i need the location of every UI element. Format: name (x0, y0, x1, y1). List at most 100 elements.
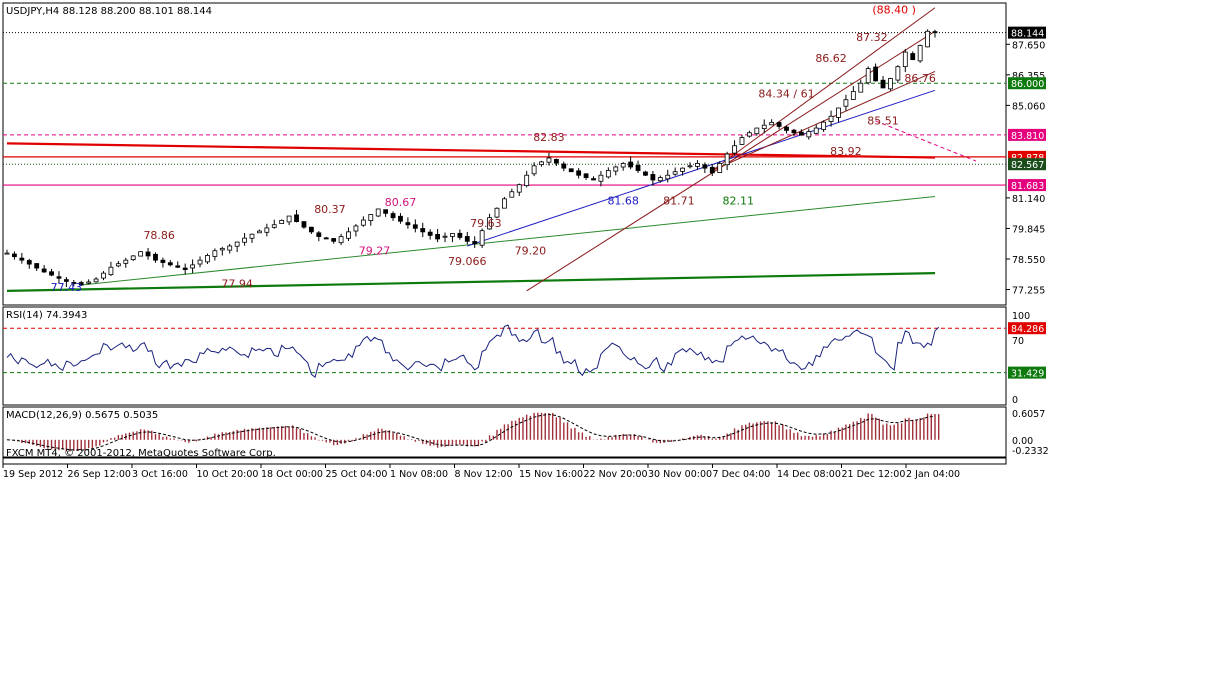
time-axis-label: 1 Nov 08:00 (390, 469, 448, 480)
candle-body (880, 79, 886, 89)
candle-body (568, 168, 574, 173)
candle-body (212, 250, 218, 257)
candle-body (531, 165, 537, 175)
candle-body (576, 170, 582, 176)
candle-body (635, 164, 641, 171)
candle-body (717, 163, 723, 173)
price-annotation: 84.34 / 61 (758, 87, 814, 100)
time-axis-label: 7 Dec 04:00 (713, 469, 771, 480)
candle-body (821, 121, 827, 130)
candle-body (197, 259, 203, 265)
price-axis-label: 81.140 (1012, 194, 1045, 205)
time-axis-label: 21 Dec 12:00 (842, 469, 906, 480)
annotations: (88.40 ) 87.32 86.62 86.76 84.34 / 61 85.51 83… (51, 4, 936, 294)
time-axis: 19 Sep 2012 26 Sep 12:00 3 Oct 16:00 10 Oct… (2, 464, 960, 480)
candle-body (791, 129, 797, 134)
price-level-badge (1008, 77, 1046, 90)
candle-body (138, 251, 144, 257)
price-annotation: (88.40 ) (872, 4, 916, 17)
candle-body (346, 231, 351, 239)
price-annotation: 81.68 (607, 195, 639, 208)
candle-body (286, 215, 292, 223)
candle-body (798, 131, 804, 136)
trend-line (81, 195, 936, 286)
candle-body (338, 236, 344, 244)
candle-body (427, 231, 433, 236)
price-annotation: 87.32 (856, 31, 888, 44)
price-axis-label: 85.060 (1012, 101, 1045, 112)
time-axis-label: 19 Sep 2012 (3, 469, 63, 480)
candle-body (249, 233, 255, 239)
candle-body (687, 165, 693, 168)
candle-body (257, 230, 262, 234)
candle-body (591, 178, 596, 181)
price-level-label: 81.683 (1011, 181, 1044, 192)
candle-body (643, 171, 648, 176)
price-annotation: 80.37 (314, 203, 346, 216)
candle-body (583, 173, 589, 178)
candle-body (479, 230, 485, 246)
candle-body (123, 259, 129, 264)
price-annotation: 79.27 (359, 244, 391, 257)
candle-body (672, 171, 678, 175)
candle-body (12, 253, 17, 258)
candle-body (49, 271, 54, 276)
time-axis-label: 26 Sep 12:00 (68, 469, 131, 480)
candle-body (167, 262, 173, 266)
time-axis-label: 14 Dec 08:00 (777, 469, 841, 480)
candle-body (279, 220, 285, 225)
candle-body (828, 115, 834, 122)
candle-body (665, 174, 671, 180)
candle-body (902, 51, 908, 67)
candle-body (435, 233, 440, 240)
candle-body (145, 251, 151, 257)
candle-body (301, 221, 307, 228)
candle-body (509, 191, 515, 198)
rsi-level-badge (1008, 366, 1046, 379)
candle-body (108, 266, 114, 276)
candle-body (657, 177, 663, 182)
candle-body (784, 126, 789, 131)
price-annotation: 78.86 (143, 229, 175, 242)
time-axis-label: 22 Nov 20:00 (584, 469, 648, 480)
candle-body (806, 131, 812, 138)
candle-body (739, 137, 745, 145)
candle-body (628, 161, 634, 168)
time-scroll-strip (2, 457, 1007, 465)
candle-body (457, 232, 463, 238)
price-level-badge (1008, 26, 1046, 39)
time-axis-label: 25 Oct 04:00 (326, 469, 388, 480)
price-level-label: 88.144 (1011, 29, 1044, 40)
rsi-level-label: 84.286 (1011, 324, 1044, 335)
candle-body (932, 31, 938, 34)
candle-body (4, 252, 10, 255)
price-level-badge (1008, 158, 1046, 171)
candles (4, 29, 938, 288)
candle-body (494, 207, 500, 218)
main-chart-panel (2, 2, 1007, 306)
price-level-label: 83.810 (1011, 131, 1044, 142)
rsi-panel (2, 306, 1007, 406)
candle-body (895, 66, 901, 81)
candle-body (63, 279, 69, 282)
candle-body (695, 163, 700, 167)
time-axis-label: 8 Nov 12:00 (455, 469, 513, 480)
candle-body (316, 232, 322, 237)
candle-body (398, 215, 403, 222)
rsi-line (6, 324, 940, 378)
price-axis-label: 78.550 (1012, 255, 1045, 266)
candle-body (234, 241, 240, 247)
trend-line (467, 89, 936, 247)
rsi-level-label: 31.429 (1011, 369, 1044, 380)
candle-body (93, 278, 99, 283)
candle-body (925, 30, 930, 48)
rsi-axis-label: 0 (1012, 395, 1018, 406)
candle-body (464, 236, 470, 242)
candle-body (487, 217, 492, 230)
candle-body (910, 53, 916, 61)
candle-body (227, 245, 233, 251)
candle-body (205, 255, 210, 263)
candle-body (450, 233, 455, 237)
price-annotation: 79.63 (470, 217, 502, 230)
